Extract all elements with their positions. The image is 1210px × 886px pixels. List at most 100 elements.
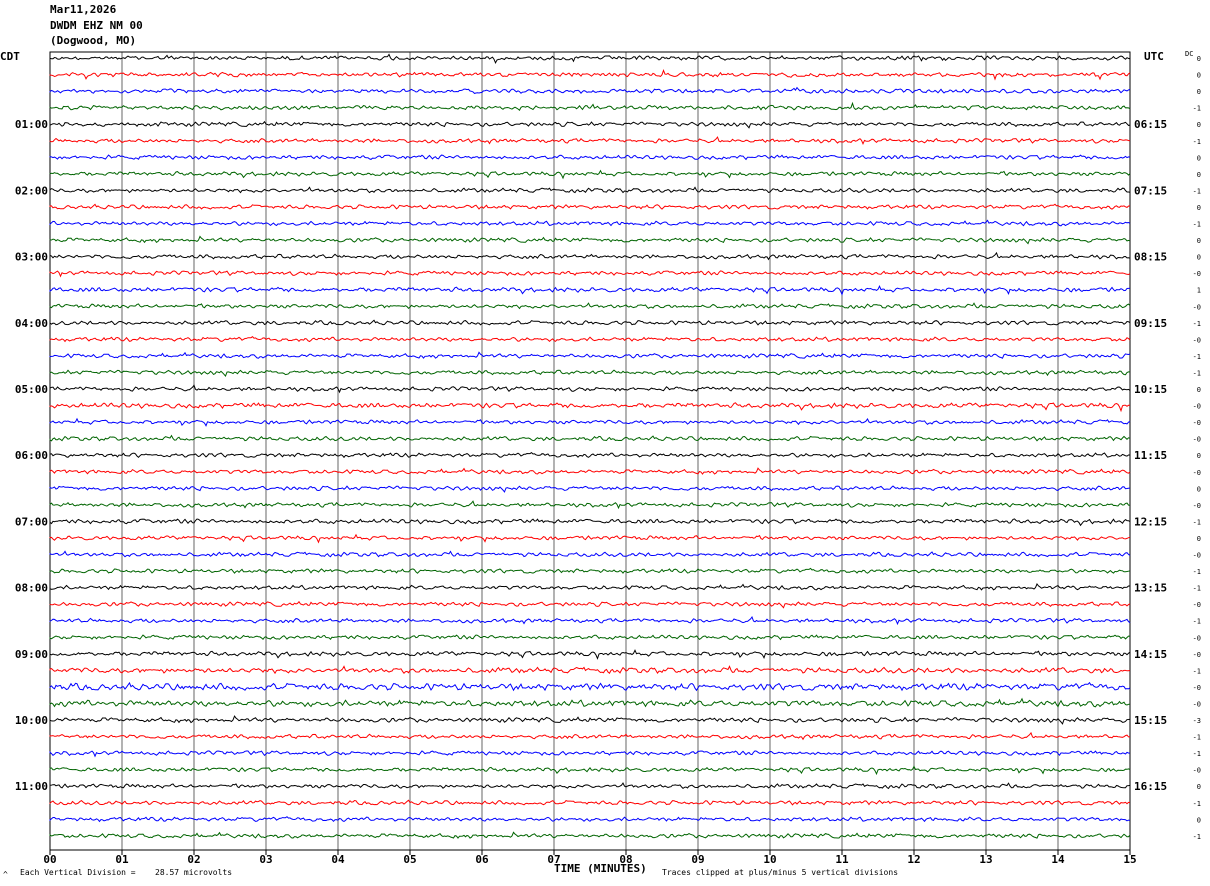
right-hour-label: 13:15 [1134, 582, 1167, 595]
dc-offset-label: -1 [1193, 750, 1201, 758]
right-hour-label: 08:15 [1134, 251, 1167, 264]
trace-row-32 [49, 567, 1131, 574]
dc-offset-label: 0 [1197, 237, 1201, 245]
trace-row-14 [49, 270, 1131, 278]
trace-row-31 [49, 550, 1131, 558]
x-tick-label: 09 [691, 853, 704, 866]
dc-offset-label: -1 [1193, 221, 1201, 229]
trace-row-5 [49, 120, 1131, 129]
dc-offset-label: -0 [1193, 303, 1201, 311]
trace-row-38 [49, 665, 1131, 675]
trace-row-2 [49, 68, 1131, 81]
trace-row-33 [49, 583, 1130, 591]
scale-value: 28.57 microvolts [155, 868, 233, 877]
trace-row-13 [49, 251, 1131, 261]
dc-offset-label: -0 [1193, 767, 1201, 775]
left-timezone-label: CDT [0, 50, 20, 63]
x-axis-label: TIME (MINUTES) [554, 862, 647, 875]
dc-offset-label: -0 [1193, 403, 1201, 411]
dc-offset-label: 0 [1197, 386, 1201, 394]
left-hour-label: 08:00 [15, 582, 48, 595]
trace-row-26 [49, 467, 1131, 475]
header-date: Mar11,2026 [50, 3, 117, 16]
trace-row-46 [49, 799, 1131, 806]
trace-row-25 [49, 451, 1130, 459]
trace-row-40 [49, 697, 1131, 708]
left-hour-label: 06:00 [15, 449, 48, 462]
dc-offset-label: -0 [1193, 419, 1201, 427]
trace-row-39 [49, 681, 1131, 692]
x-tick-label: 08 [619, 853, 632, 866]
trace-row-47 [49, 816, 1131, 823]
dc-offset-label: -1 [1193, 369, 1201, 377]
scale-label: Each Vertical Division = [20, 868, 136, 877]
dc-offset-label: -0 [1193, 651, 1201, 659]
dc-offset-label: -1 [1193, 138, 1201, 146]
x-tick-label: 04 [331, 853, 345, 866]
right-hour-label: 06:15 [1134, 118, 1167, 131]
dc-offset-label: -1 [1193, 833, 1201, 841]
dc-offset-label: 0 [1197, 72, 1201, 80]
dc-offset-label: -0 [1193, 336, 1201, 344]
left-hour-label: 11:00 [15, 780, 48, 793]
dc-offset-label: -0 [1193, 502, 1201, 510]
dc-offset-label: 0 [1197, 204, 1201, 212]
dc-offset-label: -1 [1193, 320, 1201, 328]
dc-offset-label: -0 [1193, 469, 1201, 477]
trace-row-44 [49, 765, 1131, 776]
trace-row-6 [49, 136, 1131, 146]
trace-row-1 [49, 53, 1131, 64]
dc-offset-label: -0 [1193, 634, 1201, 642]
dc-offset-label: -1 [1193, 353, 1201, 361]
dc-offset-label: -1 [1193, 568, 1201, 576]
x-tick-label: 05 [403, 853, 416, 866]
right-hour-label: 11:15 [1134, 449, 1167, 462]
dc-offset-label: -1 [1193, 734, 1201, 742]
trace-row-12 [49, 235, 1131, 245]
trace-row-20 [49, 369, 1130, 377]
trace-row-16 [49, 302, 1131, 310]
right-hour-label: 07:15 [1134, 184, 1167, 197]
left-hour-label: 01:00 [15, 118, 48, 131]
right-hour-label: 09:15 [1134, 317, 1167, 330]
trace-row-3 [49, 86, 1131, 94]
dc-offset-label: -0 [1193, 700, 1201, 708]
trace-row-35 [49, 615, 1131, 626]
dc-offset-label: 0 [1197, 535, 1201, 543]
x-tick-label: 13 [979, 853, 992, 866]
header-location: (Dogwood, MO) [50, 34, 137, 47]
left-hour-label: 02:00 [15, 184, 48, 197]
right-timezone-label: UTC [1144, 50, 1164, 63]
x-tick-label: 01 [115, 853, 129, 866]
trace-row-45 [49, 782, 1131, 790]
left-hour-label: 03:00 [15, 251, 48, 264]
dc-offset-label: -1 [1193, 667, 1201, 675]
dc-header-label: DC [1185, 50, 1193, 58]
x-tick-label: 03 [259, 853, 272, 866]
trace-row-10 [49, 203, 1131, 210]
dc-offset-label: -0 [1193, 684, 1201, 692]
right-hour-label: 15:15 [1134, 714, 1167, 727]
trace-row-21 [49, 384, 1131, 394]
right-hour-label: 16:15 [1134, 780, 1167, 793]
right-hour-label: 14:15 [1134, 648, 1167, 661]
trace-row-42 [49, 731, 1130, 741]
dc-offset-label: -0 [1193, 270, 1201, 278]
dc-offset-label: -0 [1193, 552, 1201, 560]
trace-row-37 [49, 649, 1131, 660]
left-hour-label: 04:00 [15, 317, 48, 330]
x-tick-label: 06 [475, 853, 489, 866]
trace-row-9 [49, 186, 1131, 194]
dc-offset-label: -3 [1193, 717, 1201, 725]
left-hour-label: 05:00 [15, 383, 48, 396]
trace-row-23 [49, 417, 1131, 427]
dc-offset-label: 0 [1197, 816, 1201, 824]
dc-offset-label: 0 [1197, 783, 1201, 791]
trace-row-24 [49, 434, 1131, 442]
x-tick-label: 07 [547, 853, 560, 866]
x-tick-label: 15 [1123, 853, 1136, 866]
right-hour-label: 12:15 [1134, 515, 1167, 528]
dc-offset-label: -0 [1193, 601, 1201, 609]
dc-offset-label: 0 [1197, 55, 1201, 63]
